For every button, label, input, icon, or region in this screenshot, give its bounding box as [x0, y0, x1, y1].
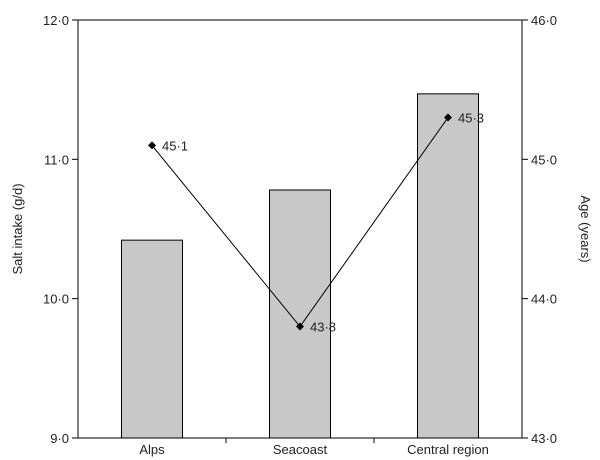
- category-label-0: Alps: [139, 442, 165, 457]
- bar-1: [269, 189, 331, 439]
- right-tick-label-1: 44·0: [531, 292, 557, 307]
- left-tick-label-2: 11·0: [44, 152, 69, 167]
- category-label-2: Central region: [407, 442, 489, 457]
- plot-frame: [77, 19, 523, 439]
- right-tick-label-3: 46·0: [531, 13, 557, 28]
- bars-group: [121, 93, 479, 439]
- line-label-0: 45·1: [162, 138, 188, 153]
- right-axis-title: Age (years): [578, 195, 593, 262]
- left-tick-label-1: 10·0: [43, 292, 69, 307]
- left-tick-label-3: 12·0: [43, 13, 69, 28]
- right-tick-label-0: 43·0: [531, 431, 557, 446]
- left-axis-title: Salt intake (g/d): [10, 183, 25, 274]
- category-label-1: Seacoast: [273, 442, 328, 457]
- axes-group: 9·0 10·0 11·0 12·0 43·0 44·0 45·0 46·0 Alps Seaco…: [43, 13, 557, 457]
- line-series-group: 45·1 43·8 45·3: [148, 111, 484, 335]
- line-point-0: [148, 141, 156, 150]
- left-tick-label-0: 9·0: [50, 431, 69, 446]
- line-label-2: 45·3: [458, 111, 484, 126]
- line-label-1: 43·8: [310, 320, 336, 335]
- bar-2: [417, 93, 479, 439]
- bar-0: [121, 239, 183, 439]
- line-point-2: [444, 113, 452, 122]
- line-point-1: [296, 322, 304, 331]
- plot-border: [77, 19, 523, 439]
- right-tick-label-2: 45·0: [531, 152, 557, 167]
